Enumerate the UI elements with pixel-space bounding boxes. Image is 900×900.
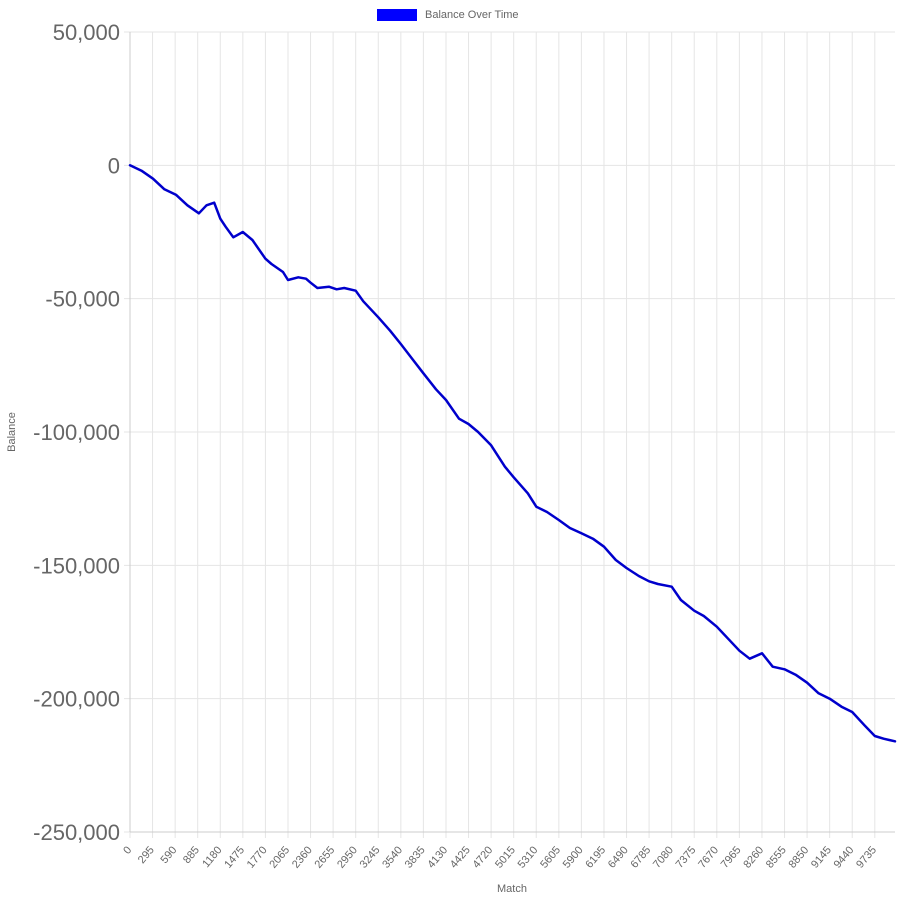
x-tick-label: 295	[136, 844, 157, 866]
x-tick-label: 6195	[583, 844, 608, 870]
x-tick-label: 5015	[493, 844, 518, 870]
y-tick-label: 0	[108, 153, 120, 178]
x-tick-label: 1475	[222, 844, 247, 870]
x-tick-label: 8555	[764, 844, 789, 870]
x-tick-label: 8260	[741, 844, 766, 870]
x-tick-label: 4130	[425, 844, 450, 870]
x-tick-label: 8850	[786, 844, 811, 870]
y-tick-label: 50,000	[53, 20, 120, 45]
x-tick-label: 4720	[470, 844, 495, 870]
x-tick-label: 3540	[380, 844, 405, 870]
x-tick-label: 9735	[854, 844, 879, 870]
x-tick-label: 5900	[561, 844, 586, 870]
x-tick-label: 2360	[290, 844, 315, 870]
legend-label: Balance Over Time	[425, 9, 519, 21]
x-tick-label: 7670	[696, 844, 721, 870]
x-tick-label: 2950	[335, 844, 360, 870]
x-tick-label: 6490	[606, 844, 631, 870]
x-tick-label: 3245	[358, 844, 383, 870]
y-tick-label: -100,000	[33, 420, 120, 445]
x-tick-label: 4425	[448, 844, 473, 870]
x-tick-label: 885	[181, 844, 202, 866]
x-tick-label: 5605	[538, 844, 563, 870]
legend-swatch	[377, 9, 417, 21]
x-tick-label: 7375	[674, 844, 699, 870]
x-tick-label: 1770	[245, 844, 270, 870]
y-tick-label: -150,000	[33, 553, 120, 578]
x-axis-title: Match	[497, 883, 527, 895]
x-tick-label: 7080	[651, 844, 676, 870]
y-tick-label: -50,000	[45, 287, 120, 312]
x-tick-label: 590	[158, 844, 179, 866]
x-tick-label: 6785	[628, 844, 653, 870]
chart-legend[interactable]: Balance Over Time	[377, 9, 519, 21]
x-tick-label: 2065	[267, 844, 292, 870]
y-tick-label: -250,000	[33, 820, 120, 845]
x-tick-label: 1180	[200, 844, 224, 870]
y-tick-label: -200,000	[33, 687, 120, 712]
x-tick-label: 9145	[809, 844, 834, 870]
x-tick-label: 0	[121, 844, 134, 856]
x-tick-label: 7965	[719, 844, 744, 870]
x-tick-label: 2655	[312, 844, 337, 870]
series-line-balance	[128, 164, 897, 743]
x-tick-label: 5310	[516, 844, 541, 870]
x-tick-label: 3835	[403, 844, 428, 870]
x-tick-label: 9440	[832, 844, 857, 870]
